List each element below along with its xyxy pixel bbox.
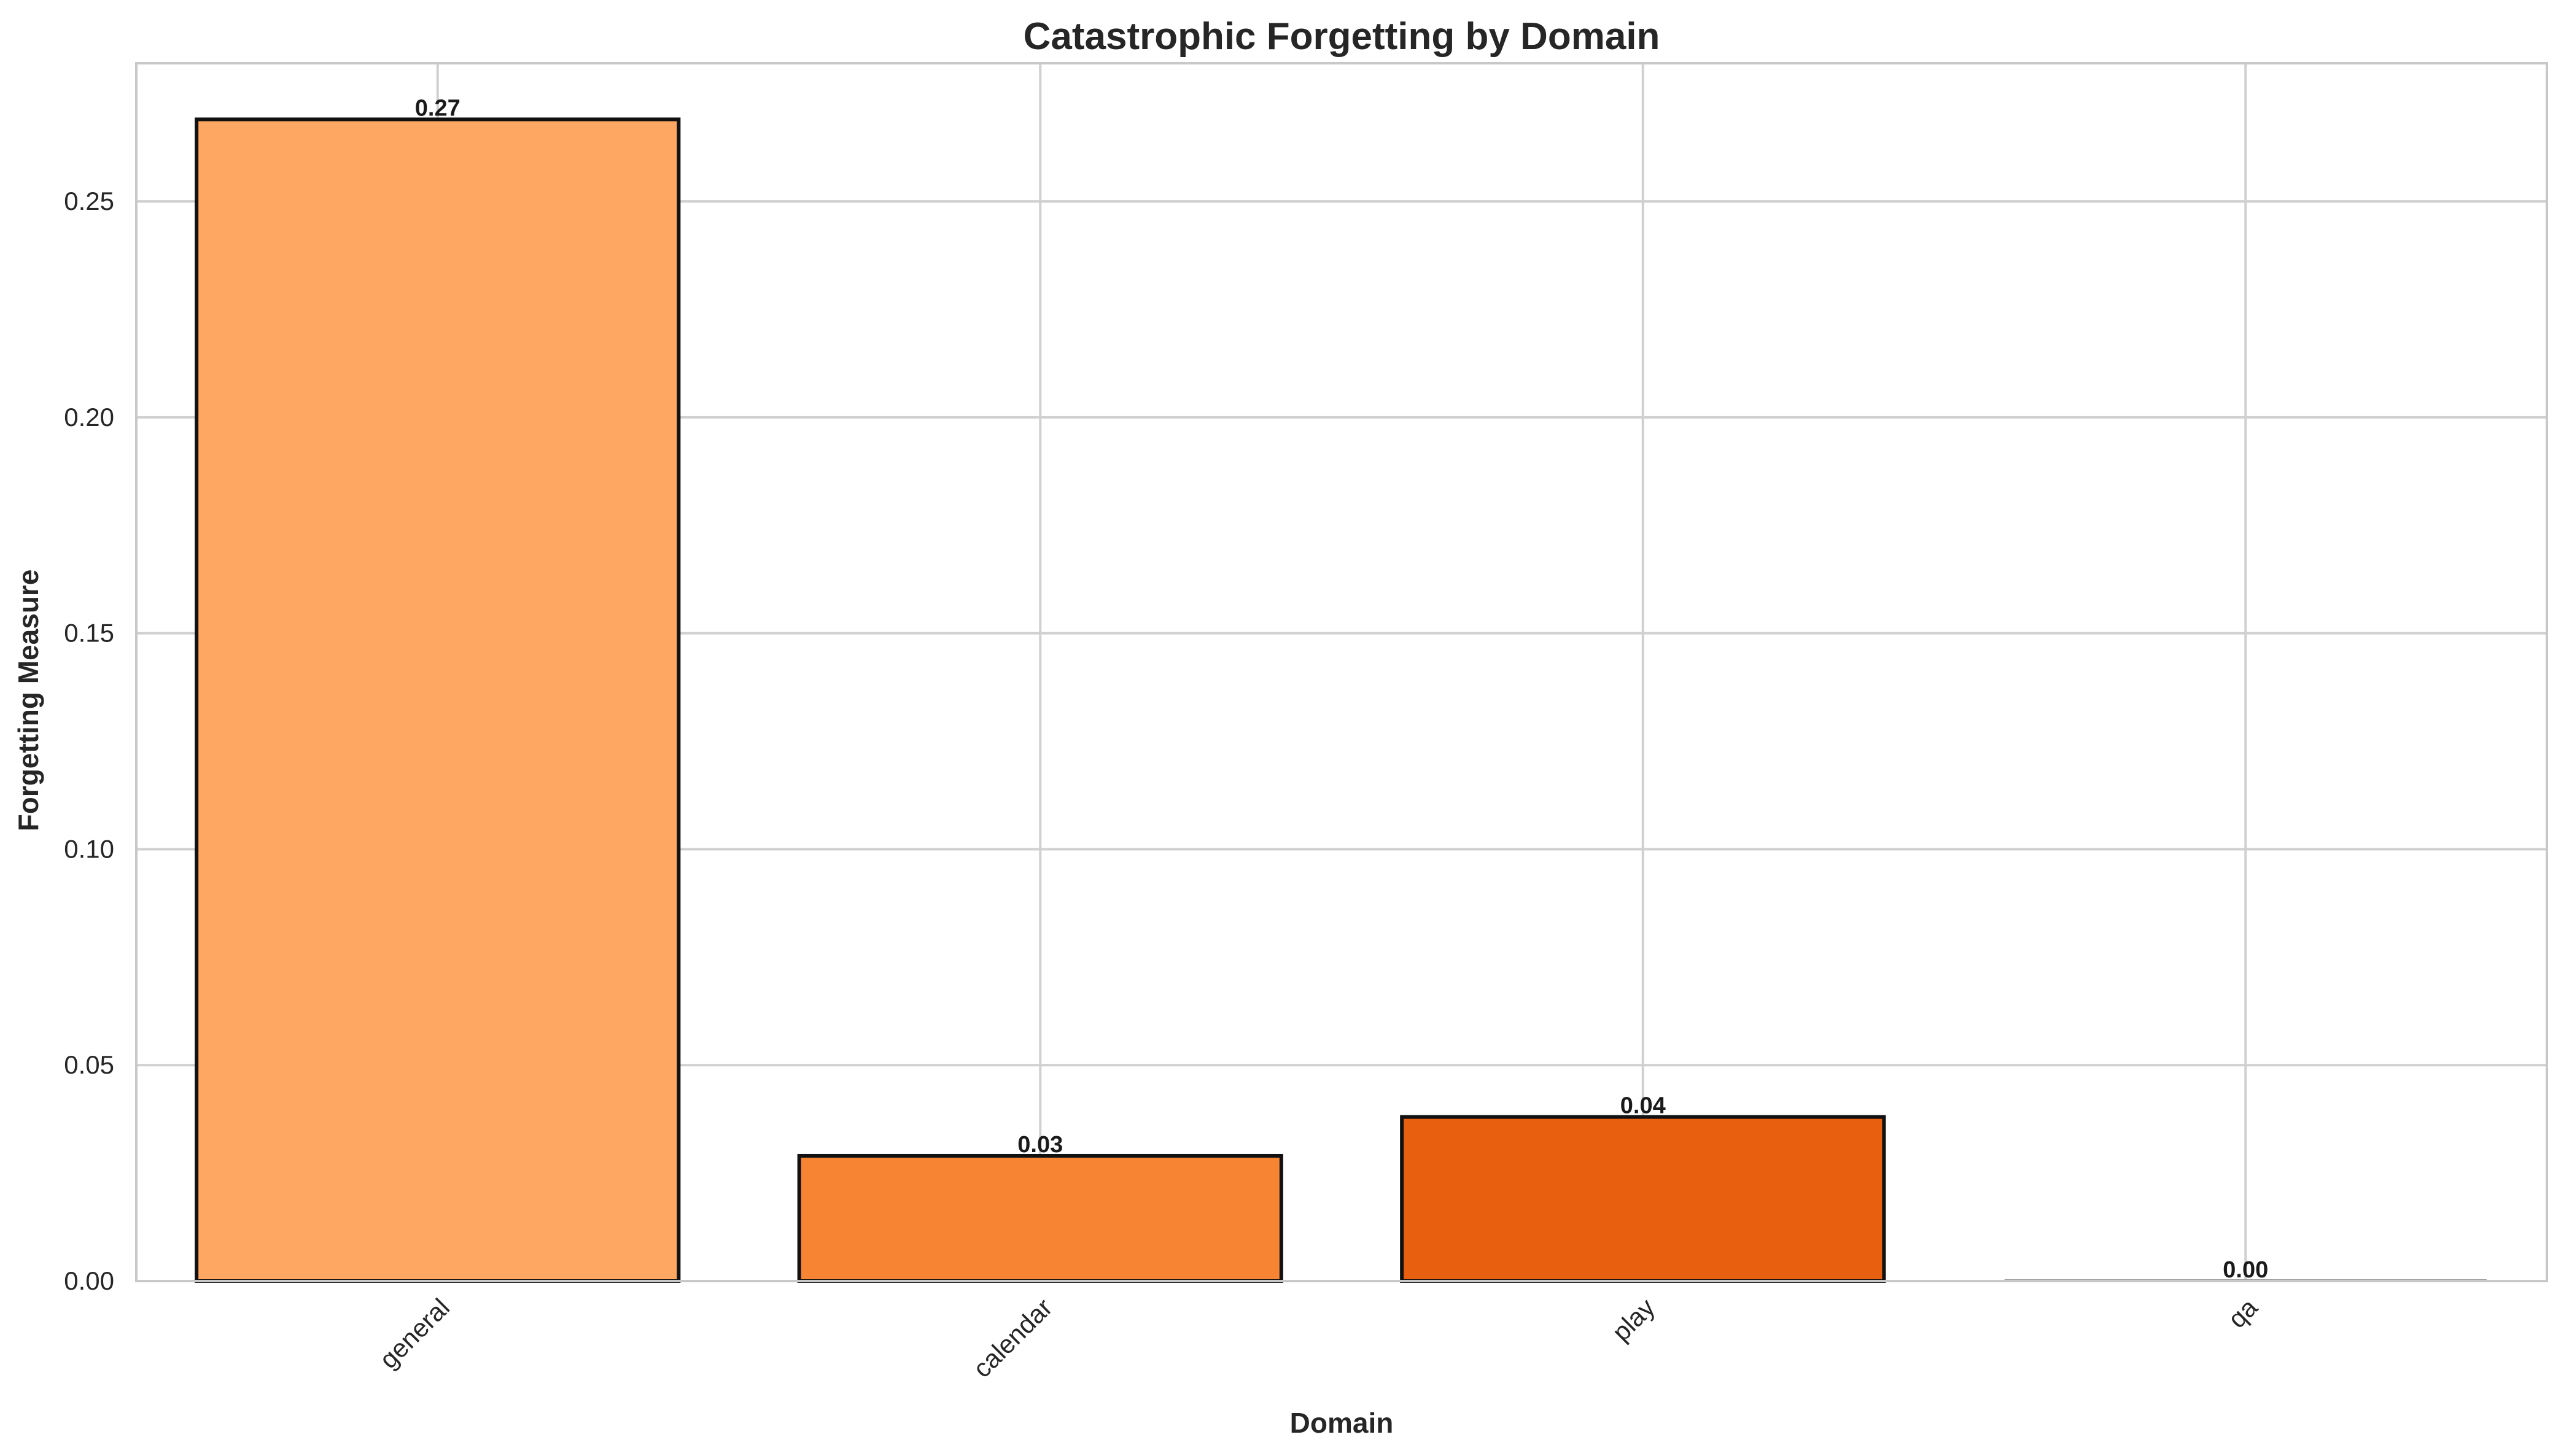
- data-labels: 0.27 0.03 0.04 0.00: [415, 95, 2268, 1283]
- y-axis-label: Forgetting Measure: [12, 570, 44, 832]
- y-tick-label: 0.10: [64, 834, 114, 863]
- x-axis-label: Domain: [1290, 1407, 1394, 1439]
- data-label-qa: 0.00: [2223, 1257, 2268, 1283]
- y-tick-labels: 0.00 0.05 0.10 0.15 0.20 0.25: [64, 187, 114, 1295]
- bars: [195, 117, 2487, 1284]
- bar-calendar: [797, 1153, 1283, 1284]
- y-tick-label: 0.05: [64, 1050, 114, 1079]
- y-tick-label: 0.15: [64, 619, 114, 648]
- bar-general: [195, 117, 681, 1284]
- data-label-general: 0.27: [415, 95, 461, 121]
- y-tick-label: 0.00: [64, 1266, 114, 1295]
- data-label-play: 0.04: [1620, 1093, 1666, 1119]
- y-tick-label: 0.20: [64, 403, 114, 432]
- plot-frame: [135, 62, 2548, 1282]
- y-tick-label: 0.25: [64, 187, 114, 215]
- bar-play: [1400, 1115, 1886, 1283]
- chart-title: Catastrophic Forgetting by Domain: [1024, 15, 1660, 58]
- data-label-calendar: 0.03: [1017, 1132, 1063, 1158]
